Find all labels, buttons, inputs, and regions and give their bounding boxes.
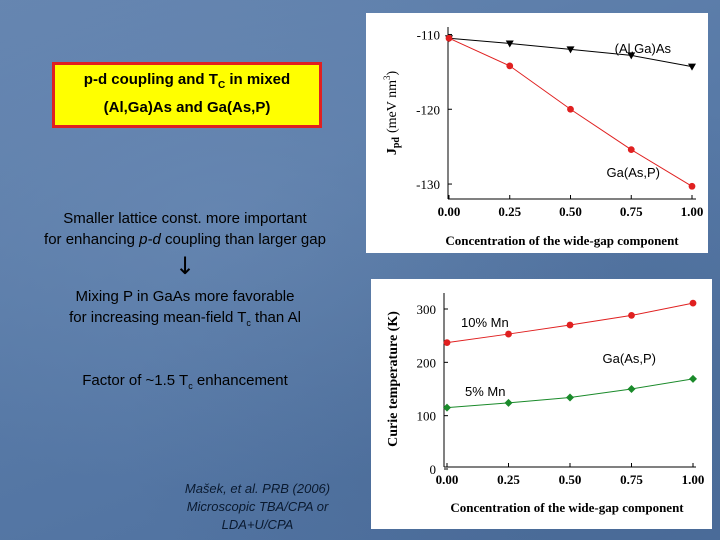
- curie-ytick-label: 100: [417, 409, 437, 424]
- jpd-xtick-label: 0.25: [498, 204, 521, 219]
- curie-series-0-point: [628, 312, 635, 319]
- curie-ytick-label: 200: [417, 355, 437, 370]
- jpd-ylabel: Jpd(meV nm3): [382, 71, 402, 156]
- jpd-xtick-label: 1.00: [681, 204, 704, 219]
- jpd-legend-algaas: (Al,Ga)As: [615, 41, 672, 56]
- curie-chart: 0.00 0.25 0.50 0.75 1.00 0 100 200 300 Concentra…: [386, 293, 705, 515]
- curie-series-1-point: [566, 393, 574, 402]
- jpd-xlabel: Concentration of the wide-gap component: [445, 233, 679, 248]
- jpd-series-0-point: [627, 52, 636, 60]
- curie-series-0-point: [566, 321, 574, 329]
- jpd-chart-panel: 0.00 0.25 0.50 0.75 1.00 -110 -120 -130 Concent…: [366, 13, 708, 253]
- jpd-series-1-point: [445, 34, 453, 42]
- jpd-chart: 0.00 0.25 0.50 0.75 1.00 -110 -120 -130 Concent…: [382, 27, 704, 248]
- curie-annotation-gaasp: Ga(As,P): [603, 351, 656, 366]
- curie-series-0-point: [689, 299, 697, 307]
- curie-xtick-label: 0.50: [559, 472, 582, 487]
- jpd-series-1-point: [567, 105, 574, 113]
- curie-xtick-label: 0.75: [620, 472, 643, 487]
- curie-series-1-point: [443, 403, 451, 412]
- curie-series-1-point: [504, 398, 513, 407]
- curie-legend-5mn: 5% Mn: [465, 384, 505, 399]
- curie-ytick-label: 300: [417, 302, 437, 317]
- point-mixing-p: Mixing P in GaAs more favorable for incr…: [69, 288, 301, 328]
- curie-chart-panel: 0.00 0.25 0.50 0.75 1.00 0 100 200 300 Concentra…: [371, 279, 712, 529]
- jpd-series-0-point: [505, 40, 514, 48]
- curie-ylabel: Curie temperature (K): [386, 311, 401, 447]
- slide-title-line1: p-d coupling and TC in mixed: [83, 71, 291, 91]
- jpd-xtick-label: 0.50: [559, 204, 582, 219]
- jpd-series-1-point: [627, 146, 635, 154]
- point-tc-enhancement: Factor of ~1.5 Tc enhancement: [82, 372, 288, 391]
- curie-series-1-point: [627, 385, 636, 393]
- jpd-xtick-label: 0.00: [438, 204, 461, 219]
- jpd-series-1-point: [688, 182, 696, 190]
- down-arrow-icon: ↓: [174, 252, 196, 280]
- jpd-ytick-label: -110: [417, 27, 440, 42]
- jpd-series-0-point: [688, 63, 696, 71]
- jpd-xtick-label: 0.75: [620, 204, 643, 219]
- curie-xlabel: Concentration of the wide-gap component: [450, 500, 684, 515]
- curie-ytick-label: 0: [430, 462, 437, 477]
- jpd-series-0-point: [566, 46, 575, 54]
- point-lattice-constant: Smaller lattice const. more important fo…: [44, 210, 326, 248]
- curie-series-0-point: [505, 330, 512, 338]
- curie-xtick-label: 0.00: [436, 472, 459, 487]
- jpd-ytick-label: -130: [416, 177, 440, 192]
- slide-title-box: p-d coupling and TC in mixed (Al,Ga)As a…: [52, 62, 322, 128]
- curie-xtick-label: 0.25: [497, 472, 520, 487]
- jpd-series-1-point: [506, 62, 514, 70]
- curie-series-0-point: [443, 339, 451, 346]
- jpd-ytick-label: -120: [416, 102, 440, 117]
- citation: Mašek, et al. PRB (2006) Microscopic TBA…: [184, 481, 331, 532]
- jpd-legend-gaasp: Ga(As,P): [607, 165, 660, 180]
- curie-legend-10mn: 10% Mn: [461, 315, 509, 330]
- curie-xtick-label: 1.00: [682, 472, 705, 487]
- curie-series-1-point: [689, 374, 697, 383]
- slide-title-line2: (Al,Ga)As and Ga(As,P): [103, 99, 271, 116]
